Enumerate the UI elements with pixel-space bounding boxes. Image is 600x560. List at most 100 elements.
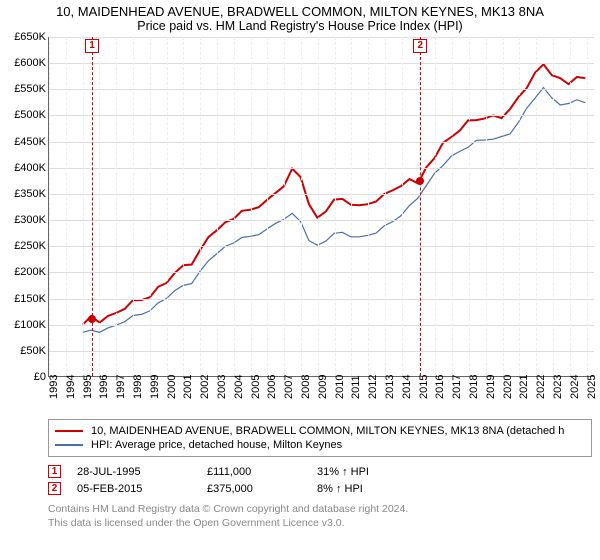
gridline [49, 194, 594, 195]
x-tick-label: 2010 [334, 375, 346, 399]
sale-price-1: £111,000 [207, 466, 317, 478]
x-tick-label: 2024 [569, 375, 581, 399]
y-axis: £0£50K£100K£150K£200K£250K£300K£350K£400… [6, 37, 48, 377]
x-tick-label: 2007 [283, 375, 295, 399]
footer-line-1: Contains HM Land Registry data © Crown c… [48, 503, 594, 517]
y-tick-label: £50K [20, 345, 46, 357]
sale-date-1: 28-JUL-1995 [77, 466, 207, 478]
gridline [49, 272, 594, 273]
y-tick-label: £150K [14, 293, 46, 305]
legend-label-property: 10, MAIDENHEAD AVENUE, BRADWELL COMMON, … [91, 425, 564, 437]
legend-swatch-hpi [55, 444, 83, 446]
sale-marker-line [92, 37, 93, 376]
x-tick-label: 1994 [65, 375, 77, 399]
vgridline [99, 37, 100, 376]
sale-marker-box: 2 [413, 39, 427, 53]
legend-swatch-property [55, 430, 83, 432]
vgridline [217, 37, 218, 376]
vgridline [267, 37, 268, 376]
x-tick-label: 2025 [586, 375, 598, 399]
chart-footer: Contains HM Land Registry data © Crown c… [48, 503, 594, 530]
vgridline [435, 37, 436, 376]
sale-diff-1: 31% ↑ HPI [317, 466, 437, 478]
x-tick-label: 2017 [451, 375, 463, 399]
vgridline [452, 37, 453, 376]
x-tick-label: 2001 [182, 375, 194, 399]
legend-label-hpi: HPI: Average price, detached house, Milt… [91, 439, 342, 451]
x-tick-label: 2002 [199, 375, 211, 399]
vgridline [318, 37, 319, 376]
vgridline [133, 37, 134, 376]
sale-diff-2: 8% ↑ HPI [317, 483, 437, 495]
sale-marker-2: 2 [48, 482, 61, 495]
gridline [49, 142, 594, 143]
vgridline [251, 37, 252, 376]
y-tick-label: £0 [34, 371, 46, 383]
vgridline [503, 37, 504, 376]
x-tick-label: 2000 [166, 375, 178, 399]
plot-area: 12 [48, 37, 594, 377]
vgridline [83, 37, 84, 376]
vgridline [284, 37, 285, 376]
x-tick-label: 2016 [434, 375, 446, 399]
x-tick-label: 2023 [552, 375, 564, 399]
vgridline [536, 37, 537, 376]
x-axis: 1993199419951996199719981999200020012002… [48, 377, 594, 417]
sale-marker-dot [416, 177, 424, 185]
x-tick-label: 1996 [98, 375, 110, 399]
page-title: 10, MAIDENHEAD AVENUE, BRADWELL COMMON, … [6, 4, 594, 19]
sales-row-2: 2 05-FEB-2015 £375,000 8% ↑ HPI [48, 480, 592, 497]
vgridline [519, 37, 520, 376]
y-tick-label: £550K [14, 83, 46, 95]
x-tick-label: 2020 [502, 375, 514, 399]
vgridline [66, 37, 67, 376]
x-tick-label: 2009 [317, 375, 329, 399]
vgridline [234, 37, 235, 376]
gridline [49, 246, 594, 247]
footer-line-2: This data is licensed under the Open Gov… [48, 517, 594, 531]
x-tick-label: 2013 [384, 375, 396, 399]
vgridline [486, 37, 487, 376]
vgridline [200, 37, 201, 376]
vgridline [553, 37, 554, 376]
x-tick-label: 1998 [132, 375, 144, 399]
gridline [49, 89, 594, 90]
vgridline [116, 37, 117, 376]
sales-row-1: 1 28-JUL-1995 £111,000 31% ↑ HPI [48, 463, 592, 480]
sale-marker-line [420, 37, 421, 376]
sale-marker-box: 1 [85, 39, 99, 53]
x-tick-label: 2021 [518, 375, 530, 399]
vgridline [49, 37, 50, 376]
vgridline [301, 37, 302, 376]
gridline [49, 220, 594, 221]
vgridline [469, 37, 470, 376]
gridline [49, 299, 594, 300]
x-tick-label: 2003 [216, 375, 228, 399]
sale-marker-1: 1 [48, 465, 61, 478]
legend-item-hpi: HPI: Average price, detached house, Milt… [55, 438, 585, 452]
x-tick-label: 2008 [300, 375, 312, 399]
y-tick-label: £500K [14, 109, 46, 121]
vgridline [167, 37, 168, 376]
vgridline [385, 37, 386, 376]
vgridline [183, 37, 184, 376]
x-tick-label: 1997 [115, 375, 127, 399]
sale-marker-dot [88, 315, 96, 323]
sales-table: 1 28-JUL-1995 £111,000 31% ↑ HPI 2 05-FE… [48, 463, 592, 497]
y-tick-label: £200K [14, 266, 46, 278]
gridline [49, 63, 594, 64]
page-subtitle: Price paid vs. HM Land Registry's House … [6, 19, 594, 33]
y-tick-label: £400K [14, 162, 46, 174]
vgridline [402, 37, 403, 376]
x-tick-label: 2006 [266, 375, 278, 399]
gridline [49, 325, 594, 326]
y-tick-label: £250K [14, 240, 46, 252]
x-tick-label: 2019 [485, 375, 497, 399]
x-tick-label: 2012 [367, 375, 379, 399]
vgridline [587, 37, 588, 376]
x-tick-label: 2014 [401, 375, 413, 399]
y-tick-label: £650K [14, 31, 46, 43]
sale-price-2: £375,000 [207, 483, 317, 495]
y-tick-label: £300K [14, 214, 46, 226]
gridline [49, 168, 594, 169]
